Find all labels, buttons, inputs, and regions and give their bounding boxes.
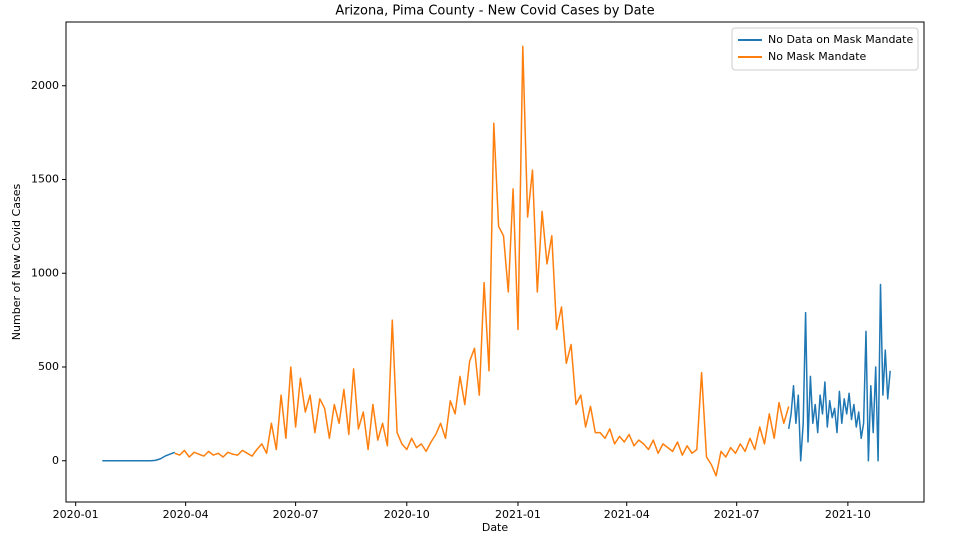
y-tick-label: 0 [52,454,59,467]
data-line [102,283,891,462]
x-tick-label: 2020-10 [384,508,430,521]
x-tick-label: 2021-07 [714,508,760,521]
x-tick-label: 2021-04 [604,508,650,521]
x-tick-label: 2020-04 [163,508,209,521]
y-tick-label: 1500 [31,173,59,186]
x-axis-label: Date [482,521,509,534]
y-axis-label: Number of New Covid Cases [10,184,23,341]
legend-label: No Data on Mask Mandate [768,33,913,46]
y-tick-label: 1000 [31,266,59,279]
data-line [174,45,790,477]
chart-title: Arizona, Pima County - New Covid Cases b… [335,4,654,19]
x-tick-label: 2020-01 [53,508,99,521]
legend-box [731,27,919,71]
x-tick-label: 2021-10 [825,508,871,521]
y-tick-label: 2000 [31,79,59,92]
legend: No Data on Mask Mandate No Mask Mandate [731,27,919,71]
x-tick-label: 2021-01 [495,508,541,521]
x-tick-label: 2020-07 [273,508,319,521]
y-tick-label: 500 [38,360,59,373]
legend-label: No Mask Mandate [768,50,867,63]
plot-frame [65,21,925,503]
